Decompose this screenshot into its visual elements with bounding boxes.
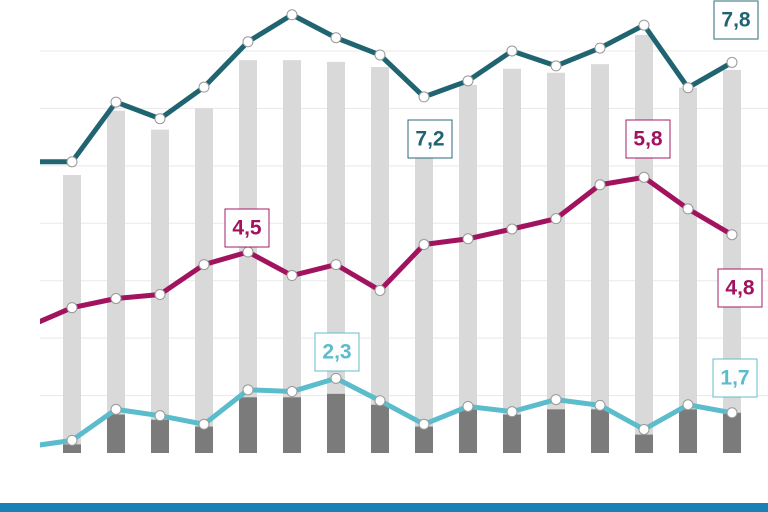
point <box>726 407 738 419</box>
bar <box>63 175 81 453</box>
point <box>594 42 606 54</box>
bar <box>547 72 565 454</box>
point <box>418 239 430 251</box>
bar <box>679 409 697 453</box>
point <box>462 75 474 87</box>
point <box>462 400 474 412</box>
point <box>286 270 298 282</box>
point <box>418 418 430 430</box>
point <box>374 284 386 296</box>
footer-band <box>0 503 768 512</box>
data-label: 4,8 <box>725 277 755 300</box>
bar <box>371 67 389 454</box>
point <box>110 403 122 415</box>
bar <box>503 414 521 453</box>
bar <box>327 393 345 453</box>
point <box>330 259 342 271</box>
data-label: 7,2 <box>415 128 444 151</box>
point <box>198 259 210 271</box>
point <box>198 418 210 430</box>
bar <box>283 397 301 453</box>
point <box>110 96 122 108</box>
point <box>242 384 254 396</box>
point <box>506 406 518 418</box>
bar <box>547 409 565 453</box>
label-box <box>407 119 453 159</box>
data-label: 5,8 <box>633 128 663 151</box>
point <box>330 32 342 44</box>
point <box>682 399 694 411</box>
bar <box>239 397 257 453</box>
point <box>462 233 474 245</box>
data-label: 2,3 <box>322 341 351 364</box>
point <box>638 171 650 183</box>
point <box>594 399 606 411</box>
bar <box>459 84 477 453</box>
bar <box>635 34 653 453</box>
point <box>154 288 166 300</box>
point <box>550 213 562 225</box>
point <box>638 423 650 435</box>
bar <box>591 64 609 454</box>
bar <box>459 409 477 453</box>
data-label: 7,8 <box>721 9 751 32</box>
label-box <box>625 119 671 159</box>
bar <box>107 110 125 453</box>
point <box>286 386 298 398</box>
bar <box>107 414 125 453</box>
point <box>682 82 694 94</box>
bar <box>415 154 433 454</box>
data-label: 1,7 <box>720 367 749 390</box>
point <box>638 19 650 31</box>
point <box>550 60 562 72</box>
plot <box>40 9 768 454</box>
point <box>682 203 694 215</box>
bar <box>723 69 741 454</box>
data-label: 4,5 <box>232 217 262 240</box>
bar <box>415 426 433 453</box>
point <box>506 223 518 235</box>
point <box>374 395 386 407</box>
label-box <box>224 208 270 248</box>
bar <box>283 60 301 454</box>
bar <box>679 87 697 453</box>
point <box>726 229 738 241</box>
label-box <box>314 332 360 372</box>
point <box>154 410 166 422</box>
bar <box>63 444 81 453</box>
bar <box>195 108 213 453</box>
point <box>198 81 210 93</box>
point <box>506 45 518 57</box>
bar <box>151 419 169 453</box>
point <box>66 434 78 446</box>
bar <box>723 412 741 453</box>
point <box>154 113 166 125</box>
point <box>594 179 606 191</box>
point <box>286 9 298 21</box>
point <box>374 49 386 61</box>
point <box>726 56 738 68</box>
point <box>66 302 78 314</box>
label-box <box>713 0 759 40</box>
label-box <box>717 268 763 308</box>
point <box>330 372 342 384</box>
point <box>242 36 254 48</box>
bar <box>503 68 521 453</box>
bar <box>195 426 213 453</box>
bar <box>371 404 389 453</box>
point <box>242 246 254 258</box>
point <box>66 156 78 168</box>
point <box>110 292 122 304</box>
point <box>418 91 430 103</box>
bar <box>635 434 653 453</box>
label-box <box>712 358 758 398</box>
point <box>550 394 562 406</box>
bar <box>591 409 609 453</box>
